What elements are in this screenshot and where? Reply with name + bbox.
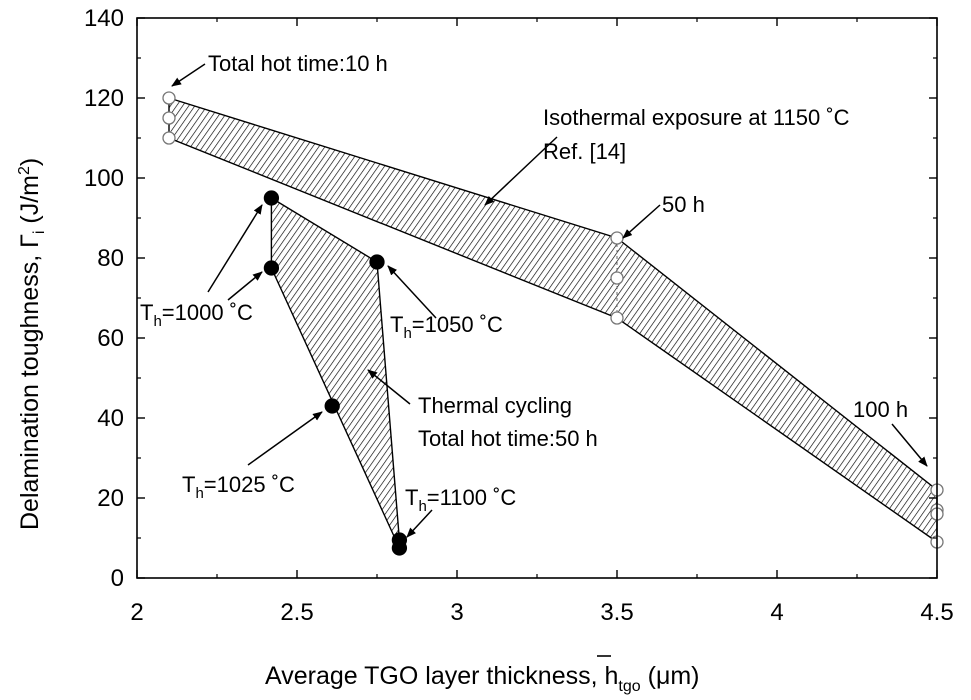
annotation-total-hot-time-50h: Total hot time:50 h (418, 426, 598, 451)
arrow-th1000-lower (227, 271, 263, 301)
open-point-1 (162, 111, 176, 125)
open-point-2 (162, 131, 176, 145)
x-axis-title: Average TGO layer thickness, htgo (μm) (265, 662, 700, 695)
open-point-5 (610, 311, 624, 325)
arrows-layer (171, 63, 928, 538)
open-point-4 (610, 271, 624, 285)
points-layer (162, 91, 944, 556)
arrow-100h (891, 423, 928, 467)
y-tick-label: 60 (97, 325, 124, 352)
arrow-th1100 (406, 509, 433, 538)
x-tick-label: 3 (450, 599, 463, 626)
x-tick-label: 2.5 (280, 599, 313, 626)
x-tick-label: 4.5 (920, 599, 953, 626)
annotation-isothermal-exposure: Isothermal exposure at 1150 ˚C (543, 105, 850, 130)
annotation-total-hot-time-10h: Total hot time:10 h (208, 51, 388, 76)
annotation-th-1050: Th=1050 ˚C (390, 312, 503, 342)
annotation-50h: 50 h (662, 192, 705, 217)
y-tick-label: 80 (97, 245, 124, 272)
annotation-th-1025: Th=1025 ˚C (182, 472, 295, 502)
arrow-isothermal (484, 136, 558, 206)
annotation-th-1000: Th=1000 ˚C (140, 300, 253, 330)
x-tick-label: 4 (770, 599, 783, 626)
open-point-3 (610, 231, 624, 245)
y-tick-label: 120 (84, 85, 124, 112)
arrow-th1000-upper (207, 204, 263, 293)
annotation-thermal-cycling: Thermal cycling (418, 393, 572, 418)
arrow-total-hot-time-10h (171, 63, 206, 87)
y-axis-title: Delamination toughness, Γi (J/m2) (16, 158, 48, 530)
annotation-th-1100: Th=1100 ˚C (405, 485, 516, 515)
filled-point-1 (263, 260, 280, 276)
arrow-50h (622, 204, 661, 239)
filled-point-0 (263, 190, 280, 206)
y-tick-label: 100 (84, 165, 124, 192)
open-point-0 (162, 91, 176, 105)
filled-point-5 (391, 540, 408, 556)
y-tick-label: 20 (97, 485, 124, 512)
ticks-layer: 2 2.5 3 3.5 4 4.5 0 20 40 60 80 100 120 140 (84, 5, 954, 626)
y-tick-label: 140 (84, 5, 124, 32)
x-tick-label: 3.5 (600, 599, 633, 626)
x-tick-label: 2 (130, 599, 143, 626)
annotation-100h: 100 h (853, 397, 908, 422)
annotation-ref: Ref. [14] (543, 139, 626, 164)
arrow-th1025 (247, 411, 323, 466)
arrow-thermal-cycling (367, 369, 411, 405)
filled-point-2 (369, 254, 385, 270)
y-tick-label: 0 (111, 565, 124, 592)
filled-point-3 (324, 398, 340, 414)
arrow-th1050 (387, 265, 437, 319)
y-tick-label: 40 (97, 405, 124, 432)
